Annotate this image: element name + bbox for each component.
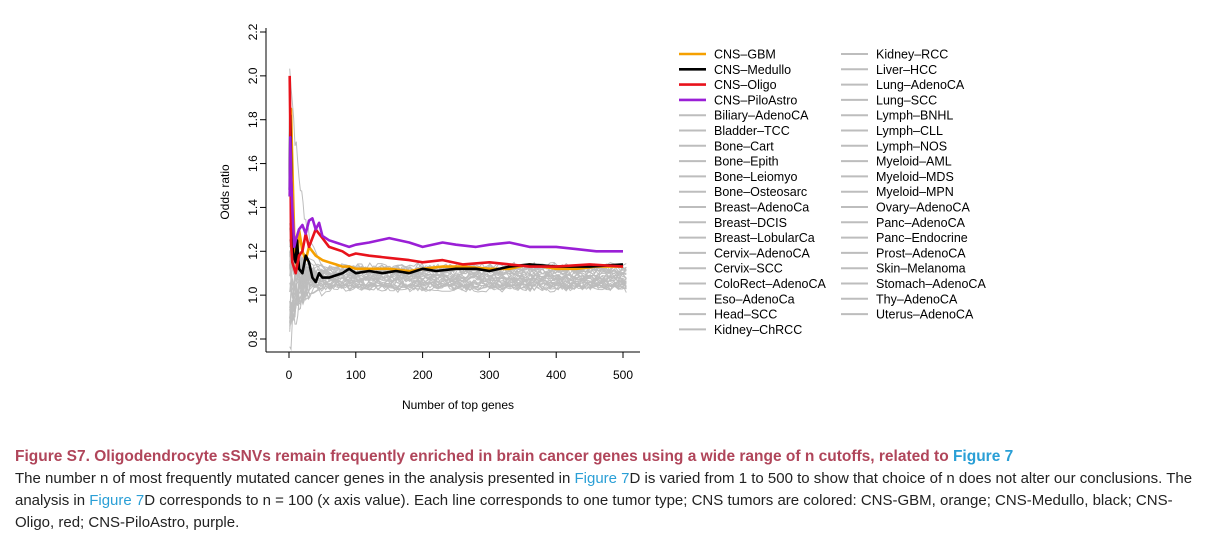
- legend-label: Kidney–RCC: [876, 48, 948, 62]
- caption-figure-link-1[interactable]: Figure 7: [574, 470, 630, 487]
- legend-label: CNS–Medullo: [714, 63, 791, 77]
- series-line-grey: [289, 283, 627, 329]
- legend-label: Lymph–NOS: [876, 139, 947, 153]
- y-tick-label: 1.0: [246, 286, 260, 303]
- legend-label: Panc–AdenoCA: [876, 216, 966, 230]
- legend-label: Thy–AdenoCA: [876, 292, 958, 306]
- legend-label: Skin–Melanoma: [876, 262, 966, 276]
- y-tick-label: 1.2: [246, 243, 260, 260]
- legend-label: Myeloid–MDS: [876, 170, 954, 184]
- legend-label: Lymph–CLL: [876, 124, 943, 138]
- legend-label: Panc–Endocrine: [876, 231, 968, 245]
- y-tick-label: 1.4: [246, 199, 260, 216]
- y-axis-label: Odds ratio: [218, 164, 232, 220]
- legend-label: Lymph–BNHL: [876, 109, 953, 123]
- x-tick-label: 300: [479, 368, 499, 382]
- legend-label: Breast–AdenoCa: [714, 201, 809, 215]
- odds-ratio-chart: 0 100 200 300 400 500 0.8 1.0 1.2 1.4 1.6 1.8 2.0 2.2…: [218, 23, 986, 412]
- legend-label: Cervix–SCC: [714, 262, 783, 276]
- x-axis-label: Number of top genes: [402, 398, 514, 412]
- x-tick-label: 500: [613, 368, 633, 382]
- x-tick-label: 0: [286, 368, 293, 382]
- legend-label: Lung–SCC: [876, 93, 937, 107]
- legend-label: Breast–DCIS: [714, 216, 787, 230]
- legend-label: Ovary–AdenoCA: [876, 201, 970, 215]
- legend-label: Bone–Osteosarc: [714, 185, 807, 199]
- y-tick-label: 1.8: [246, 111, 260, 128]
- series-line-grey: [289, 279, 627, 325]
- caption-body-text-1: The number n of most frequently mutated …: [15, 470, 575, 487]
- x-tick-label: 100: [346, 368, 366, 382]
- y-tick-label: 2.2: [246, 23, 260, 40]
- x-tick-label: 200: [413, 368, 433, 382]
- series-line-cns: [288, 75, 624, 275]
- legend-label: Stomach–AdenoCA: [876, 277, 986, 291]
- caption-title: Figure S7. Oligodendrocyte sSNVs remain …: [15, 446, 1195, 468]
- legend-label: CNS–Oligo: [714, 78, 777, 92]
- legend-label: Cervix–AdenoCA: [714, 246, 811, 260]
- figure-caption: Figure S7. Oligodendrocyte sSNVs remain …: [15, 446, 1195, 534]
- legend-label: Liver–HCC: [876, 63, 937, 77]
- legend-label: ColoRect–AdenoCA: [714, 277, 827, 291]
- caption-figure-link-2[interactable]: Figure 7: [89, 492, 145, 509]
- legend: CNS–GBMCNS–MedulloCNS–OligoCNS–PiloAstro…: [679, 48, 986, 337]
- series-line-cns: [288, 114, 624, 284]
- caption-body-text-3: D corresponds to n = 100 (x axis value).…: [15, 492, 1173, 531]
- caption-title-figure-link[interactable]: Figure 7: [952, 448, 1014, 465]
- legend-label: Prost–AdenoCA: [876, 246, 966, 260]
- legend-label: CNS–PiloAstro: [714, 93, 797, 107]
- legend-label: Lung–AdenoCA: [876, 78, 965, 92]
- axes: 0 100 200 300 400 500 0.8 1.0 1.2 1.4 1.6 1.8 2.0 2.2: [246, 23, 640, 382]
- legend-label: Eso–AdenoCa: [714, 292, 795, 306]
- y-tick-label: 2.0: [246, 67, 260, 84]
- legend-label: Bone–Cart: [714, 139, 774, 153]
- legend-label: Bone–Leiomyo: [714, 170, 797, 184]
- series-line-cns: [288, 136, 623, 253]
- legend-label: Breast–LobularCa: [714, 231, 815, 245]
- y-tick-label: 0.8: [246, 330, 260, 347]
- legend-label: Biliary–AdenoCA: [714, 109, 809, 123]
- grey-tumor-lines: [289, 68, 627, 352]
- caption-body: The number n of most frequently mutated …: [15, 468, 1195, 534]
- x-tick-label: 400: [546, 368, 566, 382]
- legend-label: Head–SCC: [714, 308, 777, 322]
- legend-label: Bone–Epith: [714, 155, 779, 169]
- series-line-cns: [288, 107, 623, 273]
- legend-label: Kidney–ChRCC: [714, 323, 802, 337]
- legend-label: Bladder–TCC: [714, 124, 790, 138]
- caption-title-text: Figure S7. Oligodendrocyte sSNVs remain …: [15, 448, 953, 465]
- legend-label: Uterus–AdenoCA: [876, 308, 974, 322]
- legend-label: Myeloid–AML: [876, 155, 952, 169]
- legend-label: Myeloid–MPN: [876, 185, 954, 199]
- y-tick-label: 1.6: [246, 155, 260, 172]
- caption-body-text-2: D is varied from 1 to 500 to show that c…: [15, 470, 1193, 509]
- series-line-grey: [289, 239, 627, 292]
- legend-label: CNS–GBM: [714, 48, 776, 62]
- cns-tumor-lines: [288, 75, 624, 284]
